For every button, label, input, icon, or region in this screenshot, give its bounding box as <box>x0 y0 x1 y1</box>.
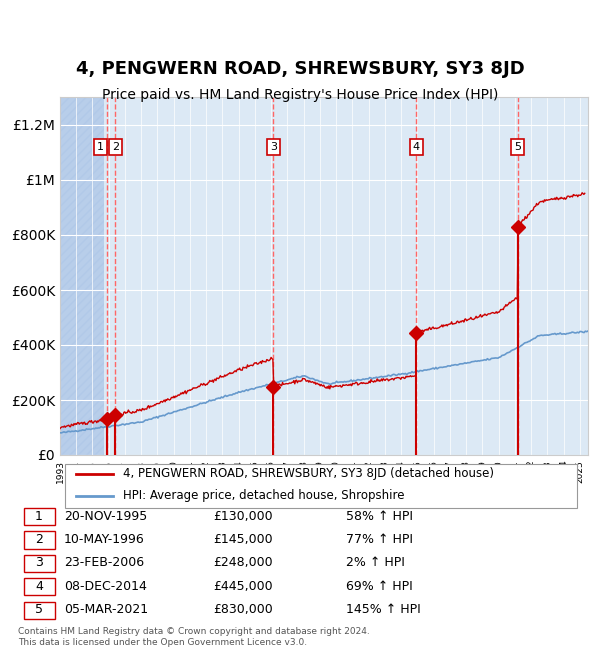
FancyBboxPatch shape <box>65 464 577 508</box>
Text: HPI: Average price, detached house, Shropshire: HPI: Average price, detached house, Shro… <box>124 489 405 502</box>
Text: 4, PENGWERN ROAD, SHREWSBURY, SY3 8JD: 4, PENGWERN ROAD, SHREWSBURY, SY3 8JD <box>76 60 524 78</box>
FancyBboxPatch shape <box>23 555 55 572</box>
Text: 58% ↑ HPI: 58% ↑ HPI <box>346 510 413 523</box>
FancyBboxPatch shape <box>23 602 55 619</box>
Text: 20-NOV-1995: 20-NOV-1995 <box>64 510 147 523</box>
Text: 4: 4 <box>413 142 420 152</box>
FancyBboxPatch shape <box>23 578 55 595</box>
Text: 4: 4 <box>35 580 43 593</box>
Text: 10-MAY-1996: 10-MAY-1996 <box>64 533 145 546</box>
Text: 5: 5 <box>35 603 43 616</box>
Text: £445,000: £445,000 <box>214 580 273 593</box>
Bar <box>60 98 104 455</box>
Text: 2: 2 <box>35 533 43 546</box>
FancyBboxPatch shape <box>23 532 55 549</box>
Text: 77% ↑ HPI: 77% ↑ HPI <box>346 533 413 546</box>
Text: 1: 1 <box>97 142 104 152</box>
Text: 69% ↑ HPI: 69% ↑ HPI <box>346 580 413 593</box>
Text: 23-FEB-2006: 23-FEB-2006 <box>64 556 144 569</box>
Text: £130,000: £130,000 <box>214 510 273 523</box>
Text: 3: 3 <box>35 556 43 569</box>
Text: Price paid vs. HM Land Registry's House Price Index (HPI): Price paid vs. HM Land Registry's House … <box>102 88 498 102</box>
Text: £830,000: £830,000 <box>214 603 274 616</box>
FancyBboxPatch shape <box>23 508 55 525</box>
Text: £145,000: £145,000 <box>214 533 273 546</box>
Text: £248,000: £248,000 <box>214 556 273 569</box>
Text: 5: 5 <box>514 142 521 152</box>
Text: 05-MAR-2021: 05-MAR-2021 <box>64 603 148 616</box>
Text: 08-DEC-2014: 08-DEC-2014 <box>64 580 147 593</box>
Text: 2: 2 <box>112 142 119 152</box>
Text: 145% ↑ HPI: 145% ↑ HPI <box>346 603 421 616</box>
Text: 2% ↑ HPI: 2% ↑ HPI <box>346 556 405 569</box>
Text: 3: 3 <box>270 142 277 152</box>
Text: 1: 1 <box>35 510 43 523</box>
Text: 4, PENGWERN ROAD, SHREWSBURY, SY3 8JD (detached house): 4, PENGWERN ROAD, SHREWSBURY, SY3 8JD (d… <box>124 467 494 480</box>
Text: Contains HM Land Registry data © Crown copyright and database right 2024.
This d: Contains HM Land Registry data © Crown c… <box>18 627 370 647</box>
